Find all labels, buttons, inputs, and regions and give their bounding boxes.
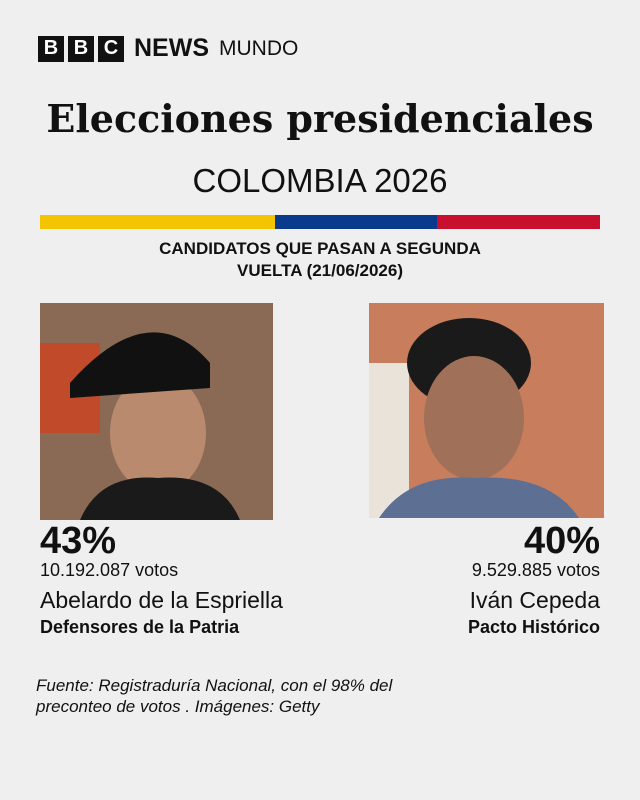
- logo: B B C NEWS MUNDO: [38, 34, 298, 63]
- percent: 40%: [523, 520, 600, 562]
- title: Elecciones presidenciales: [46, 96, 594, 141]
- logo-letter: C: [98, 35, 124, 62]
- photo: [40, 303, 273, 520]
- flag-blue: [275, 215, 437, 229]
- party: Defensores de la Patria: [40, 617, 240, 637]
- logo-edition: MUNDO: [219, 36, 299, 60]
- candidate-name: Abelardo de la Espriella: [40, 587, 283, 613]
- logo-letter: B: [38, 35, 64, 62]
- percent: 43%: [40, 520, 117, 562]
- section-title: CANDIDATOS QUE PASAN A SEGUNDA VUELTA (2…: [159, 239, 481, 280]
- logo-brand: NEWS: [134, 34, 209, 62]
- logo-letter: B: [68, 35, 94, 62]
- source: Fuente: Registraduría Nacional, con el 9…: [36, 676, 393, 716]
- votes: 10.192.087 votos: [40, 560, 179, 580]
- photo: [369, 303, 604, 518]
- party: Pacto Histórico: [467, 617, 600, 637]
- flag-red: [437, 215, 600, 229]
- subtitle: COLOMBIA 2026: [192, 162, 448, 199]
- flag-yellow: [40, 215, 275, 229]
- votes: 9.529.885 votos: [471, 560, 600, 580]
- candidate-name: Iván Cepeda: [469, 587, 600, 613]
